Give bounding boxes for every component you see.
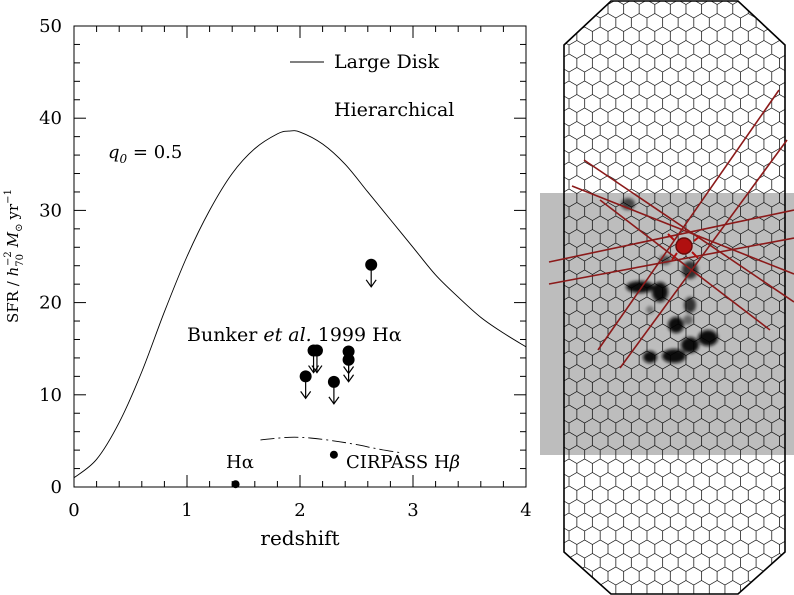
target-arrows	[667, 233, 701, 261]
halpha-annotation: Hα	[226, 452, 254, 473]
y-axis-label: SFR / h70−2M⊙yr−1	[3, 189, 26, 323]
bunker-point	[365, 258, 378, 271]
fibre-line	[583, 159, 794, 303]
large-disk-curve	[73, 130, 527, 479]
bunker-point	[327, 375, 340, 388]
y-tick-label: 10	[39, 385, 62, 406]
upper-limit-point	[342, 353, 355, 383]
y-tick-labels: 0 10 20 30 40 50	[39, 16, 62, 498]
bunker-annotation: Bunker et al. 1999 Hα	[187, 324, 402, 346]
x-tick-label: 3	[407, 500, 418, 521]
upper-limit-point	[365, 258, 378, 288]
chart-panel: 0 1 2 3 4 0 10 20 30 40 50 redshift SFR / h70−2M⊙…	[3, 16, 532, 550]
x-tick-label: 2	[294, 500, 305, 521]
detection-point	[329, 450, 338, 459]
ifu-outline	[563, 0, 786, 595]
fibre-line	[619, 139, 788, 369]
x-tick-labels: 0 1 2 3 4	[68, 500, 531, 521]
legend-label-large-disk: Large Disk	[334, 51, 440, 73]
upper-limit-point	[327, 375, 340, 405]
x-tick-label: 1	[181, 500, 192, 521]
plot-frame	[73, 25, 527, 488]
upper-limit-arrow	[365, 279, 377, 288]
bunker-point	[342, 353, 355, 366]
ifu-panel	[540, 0, 794, 595]
upper-limit-arrow	[328, 396, 340, 405]
fibre-line	[548, 237, 794, 285]
upper-limit-arrow	[311, 365, 323, 374]
fibre-line	[599, 199, 771, 331]
y-tick-label: 40	[39, 108, 62, 129]
x-tick-label: 4	[520, 500, 531, 521]
upper-limit-point	[310, 344, 323, 374]
fibre-lines	[548, 89, 794, 369]
y-tick-label: 0	[51, 477, 62, 498]
bunker-point	[310, 344, 323, 357]
data-points	[231, 258, 378, 489]
upper-limit-arrow	[343, 374, 355, 383]
hex-lenslet-grid	[564, 1, 785, 594]
cirpass-annotation: CIRPASS Hβ	[346, 452, 460, 473]
bunker-point	[342, 345, 355, 358]
y-tick-label: 20	[39, 293, 62, 314]
fibre-line	[597, 89, 780, 351]
detection-point	[231, 480, 240, 489]
x-tick-label: 0	[68, 500, 79, 521]
upper-limit-arrow	[300, 391, 312, 400]
q0-annotation: q0 = 0.5	[108, 142, 182, 166]
fibre-line	[548, 209, 794, 263]
upper-limit-point	[299, 370, 312, 400]
y-tick-label: 30	[39, 200, 62, 221]
legend-label-hierarchical: Hierarchical	[334, 99, 454, 121]
x-axis-label: redshift	[260, 526, 339, 550]
hierarchical-curve	[260, 436, 402, 454]
model-curves	[73, 130, 527, 479]
target-marker	[675, 237, 693, 255]
axis-ticks	[73, 25, 527, 488]
y-tick-label: 50	[39, 16, 62, 37]
bunker-point	[299, 370, 312, 383]
fibre-line	[571, 185, 794, 275]
